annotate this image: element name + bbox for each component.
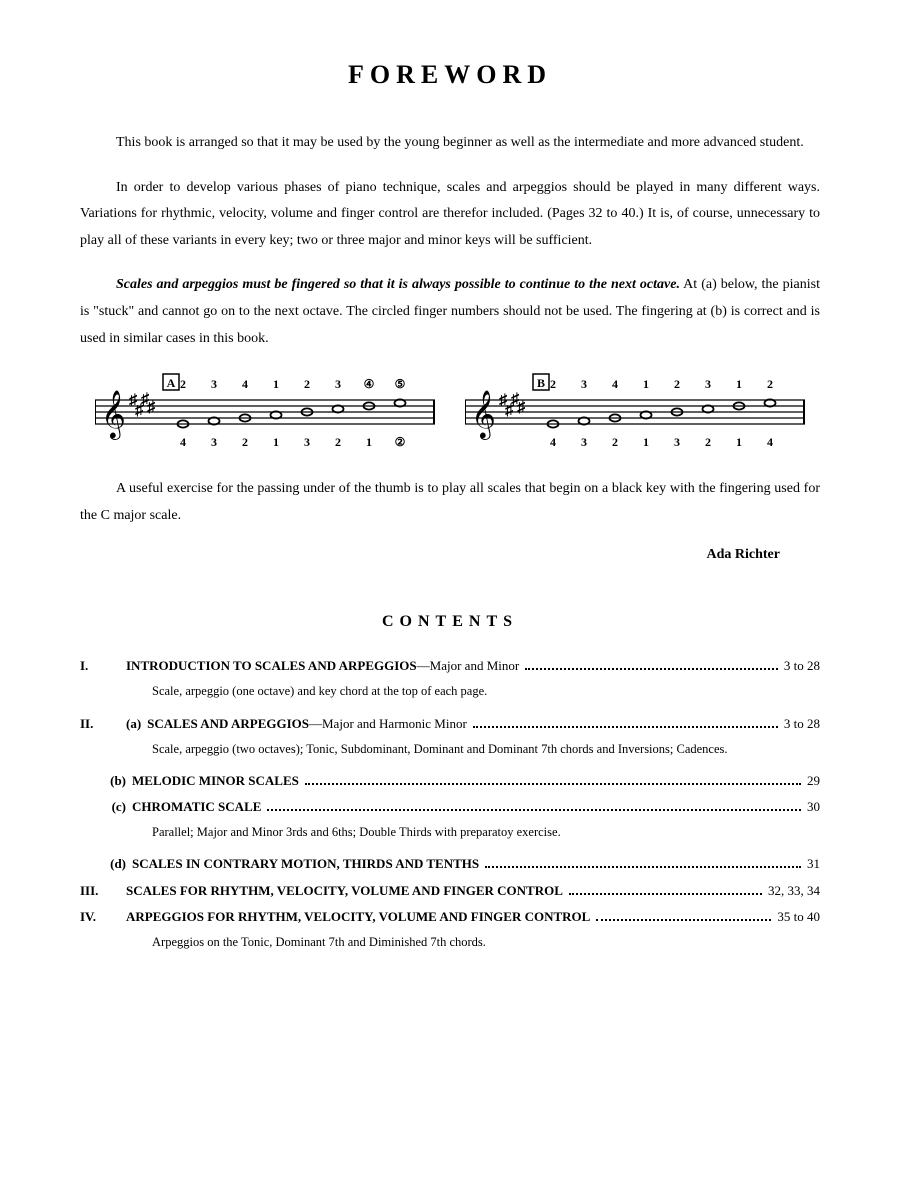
toc-leader-dots xyxy=(485,866,801,868)
contents-title: CONTENTS xyxy=(80,613,820,631)
svg-text:1: 1 xyxy=(643,377,649,391)
author-signature: Ada Richter xyxy=(80,547,780,563)
toc-label: ARPEGGIOS FOR RHYTHM, VELOCITY, VOLUME A… xyxy=(126,906,590,928)
toc-row: (c)CHROMATIC SCALE 30 xyxy=(80,796,820,818)
svg-text:4: 4 xyxy=(612,377,618,391)
svg-text:♯: ♯ xyxy=(147,399,155,416)
svg-text:3: 3 xyxy=(705,377,711,391)
toc-page: 3 to 28 xyxy=(784,713,820,735)
paragraph-1: This book is arranged so that it may be … xyxy=(80,130,820,157)
svg-text:𝄞: 𝄞 xyxy=(471,390,496,440)
toc-row: (b)MELODIC MINOR SCALES 29 xyxy=(80,770,820,792)
toc-numeral: I. xyxy=(80,655,126,677)
svg-text:1: 1 xyxy=(273,377,279,391)
toc-numeral: II. xyxy=(80,713,126,735)
svg-text:3: 3 xyxy=(581,435,587,449)
music-example-b: 𝄞♯♯♯♯B2433421123321124 xyxy=(465,372,805,452)
svg-text:④: ④ xyxy=(364,377,375,391)
foreword-title: FOREWORD xyxy=(80,60,820,90)
toc-label: SCALES IN CONTRARY MOTION, THIRDS AND TE… xyxy=(132,853,479,875)
toc-page: 31 xyxy=(807,853,820,875)
svg-text:1: 1 xyxy=(736,435,742,449)
svg-text:𝄞: 𝄞 xyxy=(101,390,126,440)
music-example-a: 𝄞♯♯♯♯A243342112332④1⑤② xyxy=(95,372,435,452)
svg-text:⑤: ⑤ xyxy=(395,377,406,391)
toc-label: CHROMATIC SCALE xyxy=(132,796,261,818)
paragraph-2: In order to develop various phases of pi… xyxy=(80,175,820,255)
toc-description: Arpeggios on the Tonic, Dominant 7th and… xyxy=(152,932,820,953)
toc-numeral: III. xyxy=(80,880,126,902)
toc-subletter: (a) xyxy=(126,713,141,735)
toc-row: I.INTRODUCTION TO SCALES AND ARPEGGIOS—M… xyxy=(80,655,820,677)
toc-row: (d)SCALES IN CONTRARY MOTION, THIRDS AND… xyxy=(80,853,820,875)
svg-text:3: 3 xyxy=(211,435,217,449)
svg-text:1: 1 xyxy=(273,435,279,449)
svg-text:2: 2 xyxy=(705,435,711,449)
paragraph-4: A useful exercise for the passing under … xyxy=(80,476,820,529)
toc-row: IV.ARPEGGIOS FOR RHYTHM, VELOCITY, VOLUM… xyxy=(80,906,820,928)
toc-numeral: IV. xyxy=(80,906,126,928)
svg-text:3: 3 xyxy=(581,377,587,391)
toc-suffix: —Major and Minor xyxy=(417,655,520,677)
toc-leader-dots xyxy=(305,783,801,785)
toc-label: SCALES FOR RHYTHM, VELOCITY, VOLUME AND … xyxy=(126,880,563,902)
svg-text:3: 3 xyxy=(335,377,341,391)
svg-text:4: 4 xyxy=(550,435,556,449)
svg-text:1: 1 xyxy=(643,435,649,449)
svg-text:2: 2 xyxy=(335,435,341,449)
table-of-contents: I.INTRODUCTION TO SCALES AND ARPEGGIOS—M… xyxy=(80,655,820,953)
svg-text:2: 2 xyxy=(767,377,773,391)
toc-leader-dots xyxy=(473,726,778,728)
toc-suffix: —Major and Harmonic Minor xyxy=(309,713,467,735)
svg-text:2: 2 xyxy=(612,435,618,449)
toc-leader-dots xyxy=(525,668,778,670)
toc-leader-dots xyxy=(596,919,771,921)
svg-text:2: 2 xyxy=(242,435,248,449)
music-notation-row: 𝄞♯♯♯♯A243342112332④1⑤② 𝄞♯♯♯♯B24334211233… xyxy=(80,372,820,452)
svg-text:3: 3 xyxy=(211,377,217,391)
toc-page: 29 xyxy=(807,770,820,792)
toc-label: MELODIC MINOR SCALES xyxy=(132,770,299,792)
svg-text:4: 4 xyxy=(180,435,186,449)
svg-text:2: 2 xyxy=(550,377,556,391)
svg-text:②: ② xyxy=(395,435,406,449)
toc-description: Scale, arpeggio (one octave) and key cho… xyxy=(152,681,820,702)
svg-text:3: 3 xyxy=(304,435,310,449)
svg-text:B: B xyxy=(537,376,545,390)
toc-page: 30 xyxy=(807,796,820,818)
svg-text:1: 1 xyxy=(366,435,372,449)
toc-description: Scale, arpeggio (two octaves); Tonic, Su… xyxy=(152,739,820,760)
toc-numeral: (d) xyxy=(80,853,132,875)
toc-page: 35 to 40 xyxy=(777,906,820,928)
toc-row: III.SCALES FOR RHYTHM, VELOCITY, VOLUME … xyxy=(80,880,820,902)
toc-description: Parallel; Major and Minor 3rds and 6ths;… xyxy=(152,822,820,843)
svg-text:4: 4 xyxy=(242,377,248,391)
toc-row: II.(a) SCALES AND ARPEGGIOS—Major and Har… xyxy=(80,713,820,735)
svg-text:2: 2 xyxy=(180,377,186,391)
svg-text:2: 2 xyxy=(674,377,680,391)
toc-leader-dots xyxy=(267,809,801,811)
svg-text:A: A xyxy=(167,376,176,390)
toc-page: 3 to 28 xyxy=(784,655,820,677)
paragraph-3-italic: Scales and arpeggios must be fingered so… xyxy=(116,277,680,292)
toc-label: SCALES AND ARPEGGIOS xyxy=(147,713,309,735)
toc-numeral: (b) xyxy=(80,770,132,792)
paragraph-3: Scales and arpeggios must be fingered so… xyxy=(80,272,820,352)
document-page: FOREWORD This book is arranged so that i… xyxy=(0,0,900,1003)
svg-text:4: 4 xyxy=(767,435,773,449)
toc-label: INTRODUCTION TO SCALES AND ARPEGGIOS xyxy=(126,655,417,677)
toc-leader-dots xyxy=(569,893,762,895)
svg-text:3: 3 xyxy=(674,435,680,449)
toc-numeral: (c) xyxy=(80,796,132,818)
svg-text:1: 1 xyxy=(736,377,742,391)
svg-text:♯: ♯ xyxy=(517,399,525,416)
toc-page: 32, 33, 34 xyxy=(768,880,820,902)
svg-text:2: 2 xyxy=(304,377,310,391)
